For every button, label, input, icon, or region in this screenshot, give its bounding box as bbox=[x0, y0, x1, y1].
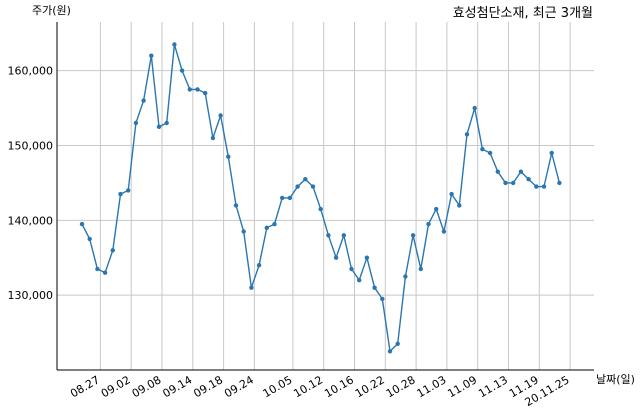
data-point bbox=[295, 184, 300, 189]
y-tick-label: 140,000 bbox=[8, 214, 54, 227]
data-point bbox=[495, 169, 500, 174]
data-point bbox=[333, 255, 339, 260]
data-point bbox=[287, 195, 293, 201]
data-point bbox=[179, 68, 185, 73]
data-point bbox=[349, 266, 354, 272]
data-point bbox=[395, 341, 400, 346]
x-tick-label: 10.28 bbox=[384, 373, 418, 400]
data-point bbox=[364, 255, 370, 260]
y-tick-labels: 130,000 140,000 150,000 160,000 bbox=[8, 65, 54, 303]
x-axis-title: 날짜(일) bbox=[596, 372, 635, 386]
chart-title: 효성첨단소재, 최근 3개월 bbox=[453, 6, 593, 21]
data-point bbox=[557, 180, 562, 186]
data-point bbox=[303, 177, 308, 182]
data-point bbox=[272, 221, 277, 227]
data-point bbox=[318, 206, 323, 212]
data-point bbox=[133, 120, 139, 126]
data-point bbox=[210, 135, 216, 141]
x-tick-label: 09.18 bbox=[191, 373, 225, 400]
x-tick-label: 10.16 bbox=[322, 373, 356, 400]
y-tick-label: 150,000 bbox=[8, 139, 54, 152]
data-point bbox=[387, 349, 393, 354]
data-point bbox=[418, 266, 423, 272]
data-point bbox=[110, 248, 116, 253]
data-point bbox=[264, 225, 269, 230]
data-point bbox=[541, 184, 547, 189]
data-point bbox=[549, 150, 554, 156]
x-tick-label: 09.02 bbox=[99, 373, 133, 400]
data-point bbox=[472, 105, 477, 111]
data-point bbox=[457, 203, 462, 208]
data-point bbox=[464, 132, 470, 137]
data-point bbox=[118, 191, 123, 197]
y-tick-label: 130,000 bbox=[8, 289, 54, 302]
data-point bbox=[79, 221, 85, 227]
data-point bbox=[518, 169, 524, 174]
x-grid bbox=[99, 22, 571, 370]
data-point bbox=[487, 150, 493, 156]
data-point bbox=[226, 154, 231, 159]
data-point bbox=[441, 229, 447, 234]
data-point bbox=[372, 285, 377, 290]
data-point bbox=[249, 285, 254, 290]
data-point bbox=[380, 296, 385, 302]
data-point bbox=[233, 203, 239, 208]
y-axis-title: 주가(원) bbox=[32, 4, 71, 17]
x-tick-label: 09.24 bbox=[222, 373, 256, 400]
data-point bbox=[511, 180, 516, 186]
data-point bbox=[280, 195, 285, 201]
data-point bbox=[426, 221, 431, 227]
data-point bbox=[310, 184, 316, 189]
x-tick-label: 09.08 bbox=[130, 373, 164, 400]
data-point bbox=[164, 120, 169, 126]
x-tick-label: 11.13 bbox=[476, 373, 510, 400]
data-point bbox=[256, 263, 262, 268]
x-tick-label: 09.14 bbox=[161, 373, 195, 400]
data-point bbox=[341, 233, 346, 238]
data-point bbox=[326, 233, 331, 238]
data-point bbox=[149, 53, 154, 58]
y-grid bbox=[57, 70, 594, 296]
data-point bbox=[187, 87, 192, 92]
data-point bbox=[172, 42, 177, 47]
data-point bbox=[141, 98, 146, 103]
data-point bbox=[449, 191, 454, 197]
data-point bbox=[195, 87, 200, 92]
x-tick-label: 11.03 bbox=[415, 373, 449, 400]
data-point bbox=[503, 180, 508, 186]
data-point bbox=[87, 236, 92, 242]
data-point bbox=[534, 184, 539, 189]
data-point bbox=[357, 278, 362, 283]
x-tick-label: 10.22 bbox=[353, 373, 387, 400]
data-point bbox=[95, 266, 100, 272]
y-tick-label: 160,000 bbox=[8, 65, 54, 78]
x-tick-label: 10.12 bbox=[291, 373, 325, 400]
data-point bbox=[218, 113, 223, 118]
series-points bbox=[79, 42, 562, 354]
data-point bbox=[403, 274, 408, 279]
data-point bbox=[126, 188, 131, 193]
data-point bbox=[480, 147, 485, 152]
data-point bbox=[102, 270, 108, 275]
data-point bbox=[526, 177, 531, 182]
x-tick-label: 11.09 bbox=[445, 373, 479, 400]
data-point bbox=[156, 124, 162, 129]
data-point bbox=[410, 233, 416, 238]
x-tick-label: 10.05 bbox=[261, 373, 295, 400]
data-point bbox=[203, 90, 208, 96]
data-point bbox=[241, 229, 246, 234]
x-tick-label: 08.27 bbox=[68, 373, 102, 400]
data-point bbox=[434, 206, 439, 212]
series-line bbox=[81, 44, 561, 353]
